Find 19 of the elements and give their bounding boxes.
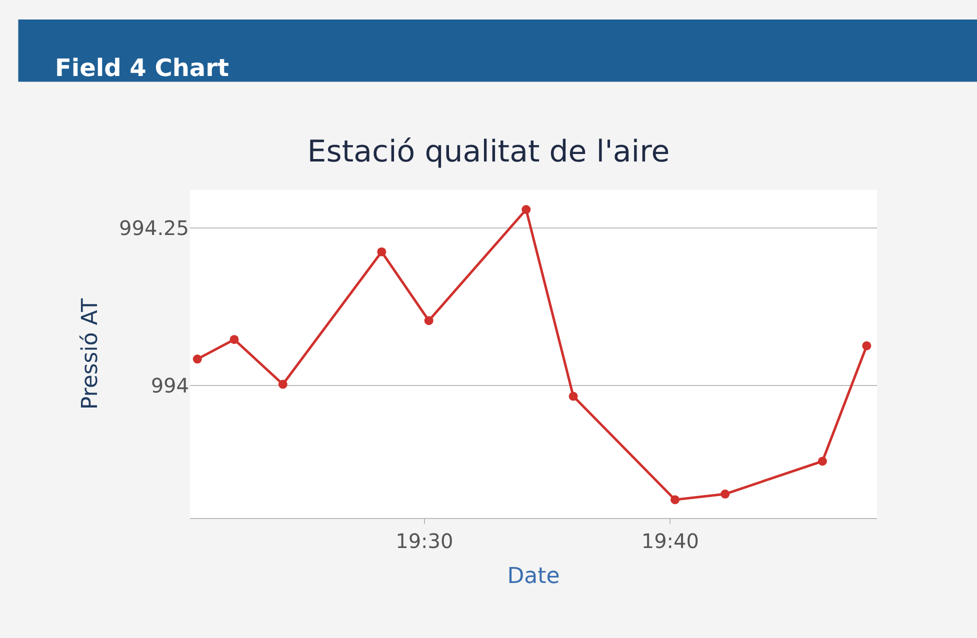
y-tick-label: 994 — [150, 374, 189, 398]
point — [424, 316, 434, 326]
point — [818, 456, 827, 466]
y-axis-title: Pressió AT — [78, 298, 103, 410]
x-axis-title: Date — [507, 564, 560, 589]
point — [522, 205, 531, 214]
point — [862, 341, 872, 350]
point — [670, 495, 680, 504]
point — [720, 490, 730, 499]
point — [377, 247, 386, 256]
point — [192, 354, 202, 364]
point — [230, 334, 239, 344]
text: Field 4 Chart — [55, 54, 229, 82]
chart-title: Estació qualitat de l'aire — [307, 134, 670, 170]
y-tick-label: 994.25 — [119, 216, 189, 240]
x-tick-label: 19:40 — [641, 529, 699, 553]
point — [568, 392, 578, 401]
x-tick-label: 19:30 — [396, 529, 454, 553]
point — [278, 380, 288, 389]
